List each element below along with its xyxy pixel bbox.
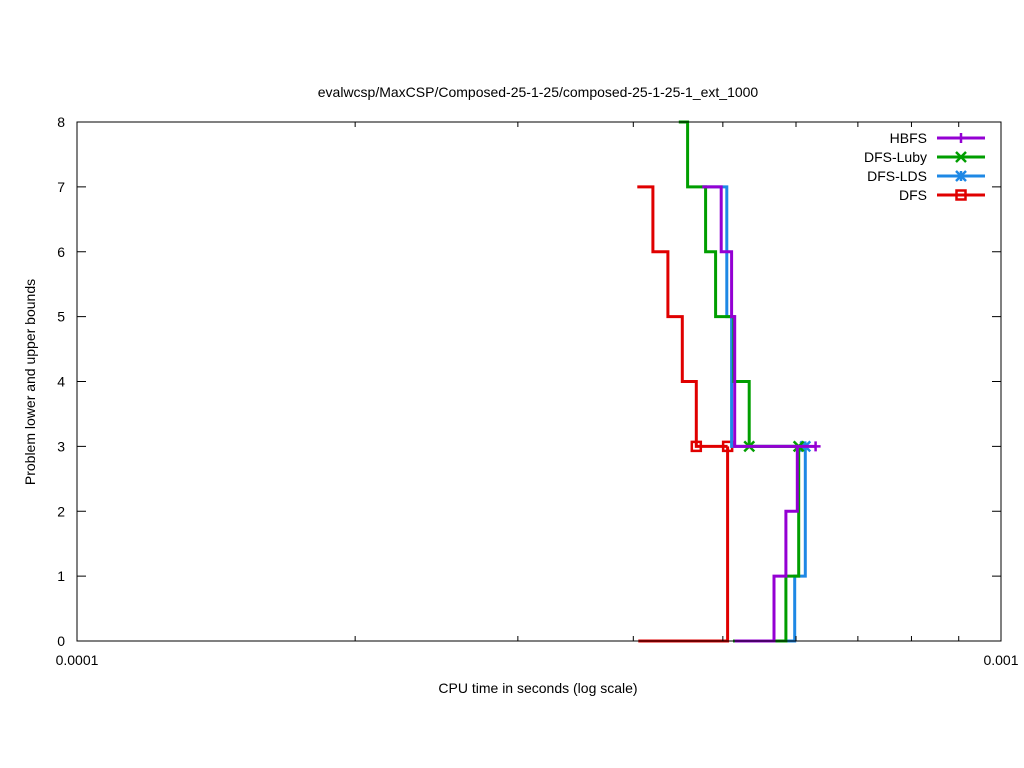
series-dfs-lds xyxy=(701,185,812,643)
y-tick-label-0: 0 xyxy=(57,633,65,649)
legend-label-dfs: DFS xyxy=(899,187,927,203)
legend: HBFS DFS-Luby DFS-LDS DFS xyxy=(864,130,985,203)
series-hbfs-upper-bound-line xyxy=(702,185,816,448)
legend-entry-dfs-lds: DFS-LDS xyxy=(867,168,985,184)
series-hbfs-lower-bound-line xyxy=(734,446,799,643)
legend-marker-dfs-box xyxy=(955,189,967,201)
x-tick-label-1: 0.001 xyxy=(983,652,1018,668)
series-layer xyxy=(637,120,821,643)
y-tick-label-8: 8 xyxy=(57,114,65,130)
y-tick-label-4: 4 xyxy=(57,374,65,390)
series-dfs-point-0 xyxy=(690,440,703,453)
legend-label-hbfs: HBFS xyxy=(890,130,927,146)
series-dfs-upper-bound-line xyxy=(637,185,728,448)
series-dfs-point-0-box xyxy=(690,440,703,453)
legend-marker-dfs-luby-b xyxy=(955,151,967,163)
legend-entry-dfs: DFS xyxy=(899,187,985,203)
legend-marker-dfs xyxy=(955,189,967,201)
y-axis-label: Problem lower and upper bounds xyxy=(22,279,38,485)
legend-label-dfs-luby: DFS-Luby xyxy=(864,149,927,165)
plot-area-frame xyxy=(76,121,1002,642)
legend-marker-dfs-luby xyxy=(955,151,967,163)
series-dfs-luby-lower-bound-line xyxy=(733,446,801,643)
legend-entry-hbfs: HBFS xyxy=(890,130,985,146)
y-tick-label-5: 5 xyxy=(57,309,65,325)
x-axis-label: CPU time in seconds (log scale) xyxy=(438,680,637,696)
series-dfs xyxy=(637,185,734,643)
legend-entry-dfs-luby: DFS-Luby xyxy=(864,149,985,165)
y-tick-label-2: 2 xyxy=(57,503,65,519)
chart-title: evalwcsp/MaxCSP/Composed-25-1-25/compose… xyxy=(318,84,759,100)
y-tick-label-6: 6 xyxy=(57,244,65,260)
series-hbfs-point-0 xyxy=(810,441,821,452)
legend-marker-hbfs xyxy=(956,133,966,143)
legend-label-dfs-lds: DFS-LDS xyxy=(867,168,927,184)
series-hbfs xyxy=(702,185,821,643)
y-tick-label-3: 3 xyxy=(57,438,65,454)
legend-marker-dfs-lds xyxy=(955,170,967,182)
series-dfs-lds-lower-bound-line xyxy=(733,446,807,643)
y-tick-label-7: 7 xyxy=(57,179,65,195)
x-tick-label-0: 0.0001 xyxy=(56,652,99,668)
y-tick-label-1: 1 xyxy=(57,568,65,584)
series-dfs-luby-upper-bound-line xyxy=(678,120,799,448)
series-dfs-lower-bound-line xyxy=(638,446,730,643)
axis-ticks: 0 1 2 3 4 5 6 7 8 0.0001 0.001 xyxy=(56,114,1019,668)
